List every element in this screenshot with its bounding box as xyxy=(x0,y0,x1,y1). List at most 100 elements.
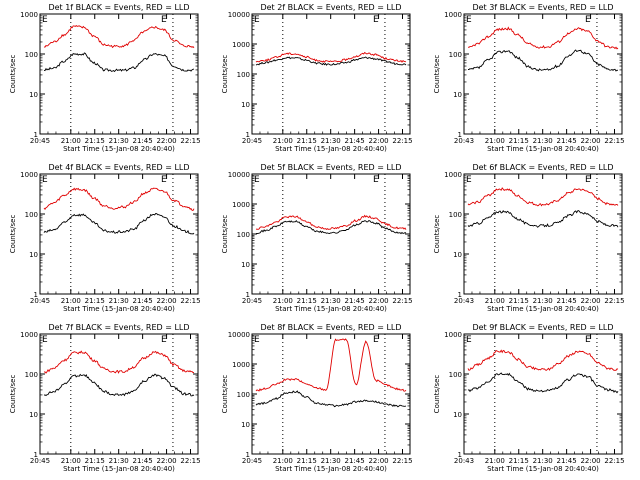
x-tick-label: 20:45 xyxy=(242,457,262,465)
plot-frame xyxy=(39,333,199,455)
x-tick-label: 22:15 xyxy=(392,457,412,465)
x-tick-label: 21:00 xyxy=(61,137,81,145)
x-tick-label: 21:15 xyxy=(509,137,529,145)
y-tick-label: 1000 xyxy=(20,331,38,339)
x-tick-label: 22:15 xyxy=(392,297,412,305)
series-lld-line xyxy=(467,187,619,207)
series-events-line xyxy=(43,373,195,397)
y-tick-label: 1 xyxy=(246,131,250,139)
x-tick-label: 21:30 xyxy=(321,297,341,305)
x-tick-label: 21:00 xyxy=(61,297,81,305)
x-tick-label: 21:45 xyxy=(557,137,577,145)
x-tick-label: 22:15 xyxy=(180,457,200,465)
x-tick-label: 21:45 xyxy=(345,297,365,305)
plot-frame xyxy=(251,173,411,295)
series-lld-line xyxy=(255,51,407,63)
y-tick-label: 1000 xyxy=(444,11,462,19)
x-tick-label: 21:30 xyxy=(321,137,341,145)
x-tick-label: 21:30 xyxy=(109,457,129,465)
x-tick-label: 22:00 xyxy=(580,297,600,305)
x-axis-label: Start Time (15-Jan-08 20:40:40) xyxy=(275,305,387,313)
corner-marker-right: E xyxy=(585,335,591,345)
y-tick-label: 1 xyxy=(246,291,250,299)
x-tick-label: 21:00 xyxy=(485,457,505,465)
y-axis-label: Counts/sec xyxy=(433,55,441,94)
panel-1: Det 1f BLACK = Events, RED = LLD 1 10 100 10… xyxy=(9,3,201,153)
corner-marker-right: E xyxy=(585,175,591,185)
x-tick-label: 21:45 xyxy=(133,457,153,465)
x-tick-label: 22:00 xyxy=(156,297,176,305)
x-tick-label: 21:15 xyxy=(297,297,317,305)
x-tick-label: 21:45 xyxy=(345,137,365,145)
y-tick-label: 10000 xyxy=(228,331,250,339)
x-tick-label: 22:00 xyxy=(156,457,176,465)
x-tick-label: 22:15 xyxy=(604,297,624,305)
x-tick-label: 22:00 xyxy=(580,137,600,145)
panel-8: Det 8f BLACK = Events, RED = LLD 1 10 100 10… xyxy=(221,323,413,473)
x-tick-label: 21:00 xyxy=(485,297,505,305)
x-tick-label: 21:15 xyxy=(297,137,317,145)
panel-5: Det 5f BLACK = Events, RED = LLD 1 10 100 10… xyxy=(221,163,413,313)
panel-title: Det 5f BLACK = Events, RED = LLD xyxy=(260,163,401,172)
x-tick-label: 22:15 xyxy=(180,137,200,145)
y-tick-label: 10 xyxy=(29,411,38,419)
y-tick-label: 10 xyxy=(453,91,462,99)
y-axis-label: Counts/sec xyxy=(433,375,441,414)
corner-marker-right: E xyxy=(585,15,591,25)
y-tick-label: 1 xyxy=(458,451,462,459)
corner-marker-right: E xyxy=(373,335,379,345)
panel-9: Det 9f BLACK = Events, RED = LLD 1 10 100 10… xyxy=(433,323,625,473)
panel-title: Det 7f BLACK = Events, RED = LLD xyxy=(48,323,189,332)
corner-marker-left: E xyxy=(466,15,472,25)
panel-2: Det 2f BLACK = Events, RED = LLD 1 10 100 10… xyxy=(221,3,413,153)
x-tick-label: 20:43 xyxy=(454,457,474,465)
y-tick-label: 100 xyxy=(237,231,250,239)
panel-7: Det 7f BLACK = Events, RED = LLD 1 10 100 10… xyxy=(9,323,201,473)
y-tick-label: 1000 xyxy=(444,171,462,179)
y-tick-label: 1000 xyxy=(232,201,250,209)
x-tick-label: 20:45 xyxy=(30,297,50,305)
y-tick-label: 1 xyxy=(458,291,462,299)
y-tick-label: 1000 xyxy=(232,361,250,369)
x-tick-label: 22:00 xyxy=(368,297,388,305)
x-tick-label: 22:15 xyxy=(180,297,200,305)
y-axis-label: Counts/sec xyxy=(9,215,17,254)
x-tick-label: 21:30 xyxy=(109,297,129,305)
x-tick-label: 22:15 xyxy=(392,137,412,145)
y-tick-label: 10 xyxy=(453,411,462,419)
plot-frame xyxy=(251,13,411,135)
y-axis-label: Counts/sec xyxy=(221,215,229,254)
y-tick-label: 10 xyxy=(29,251,38,259)
panel-title: Det 2f BLACK = Events, RED = LLD xyxy=(260,3,401,12)
series-lld-line xyxy=(255,214,407,230)
series-events-line xyxy=(468,49,619,72)
corner-marker-left: E xyxy=(466,175,472,185)
x-tick-label: 20:43 xyxy=(454,297,474,305)
x-tick-label: 22:00 xyxy=(368,457,388,465)
y-axis-label: Counts/sec xyxy=(221,375,229,414)
x-axis-label: Start Time (15-Jan-08 20:40:40) xyxy=(487,465,599,473)
x-tick-label: 21:45 xyxy=(133,137,153,145)
corner-marker-left: E xyxy=(254,175,260,185)
y-tick-label: 1 xyxy=(458,131,462,139)
series-events-line xyxy=(467,210,619,228)
panel-title: Det 3f BLACK = Events, RED = LLD xyxy=(472,3,613,12)
panel-title: Det 4f BLACK = Events, RED = LLD xyxy=(48,163,189,172)
y-tick-label: 100 xyxy=(25,51,38,59)
series-lld-line xyxy=(467,26,619,50)
x-tick-label: 21:15 xyxy=(85,297,105,305)
panel-6: Det 6f BLACK = Events, RED = LLD 1 10 100 10… xyxy=(433,163,625,313)
x-axis-label: Start Time (15-Jan-08 20:40:40) xyxy=(63,145,175,153)
x-tick-label: 22:00 xyxy=(368,137,388,145)
x-axis-label: Start Time (15-Jan-08 20:40:40) xyxy=(275,145,387,153)
panel-title: Det 8f BLACK = Events, RED = LLD xyxy=(260,323,401,332)
y-tick-label: 100 xyxy=(449,51,462,59)
x-tick-label: 21:00 xyxy=(273,297,293,305)
y-tick-label: 10000 xyxy=(228,171,250,179)
series-lld-line xyxy=(43,350,195,374)
x-tick-label: 20:45 xyxy=(242,297,262,305)
y-tick-label: 100 xyxy=(449,371,462,379)
y-tick-label: 1 xyxy=(34,451,38,459)
y-tick-label: 10 xyxy=(453,251,462,259)
